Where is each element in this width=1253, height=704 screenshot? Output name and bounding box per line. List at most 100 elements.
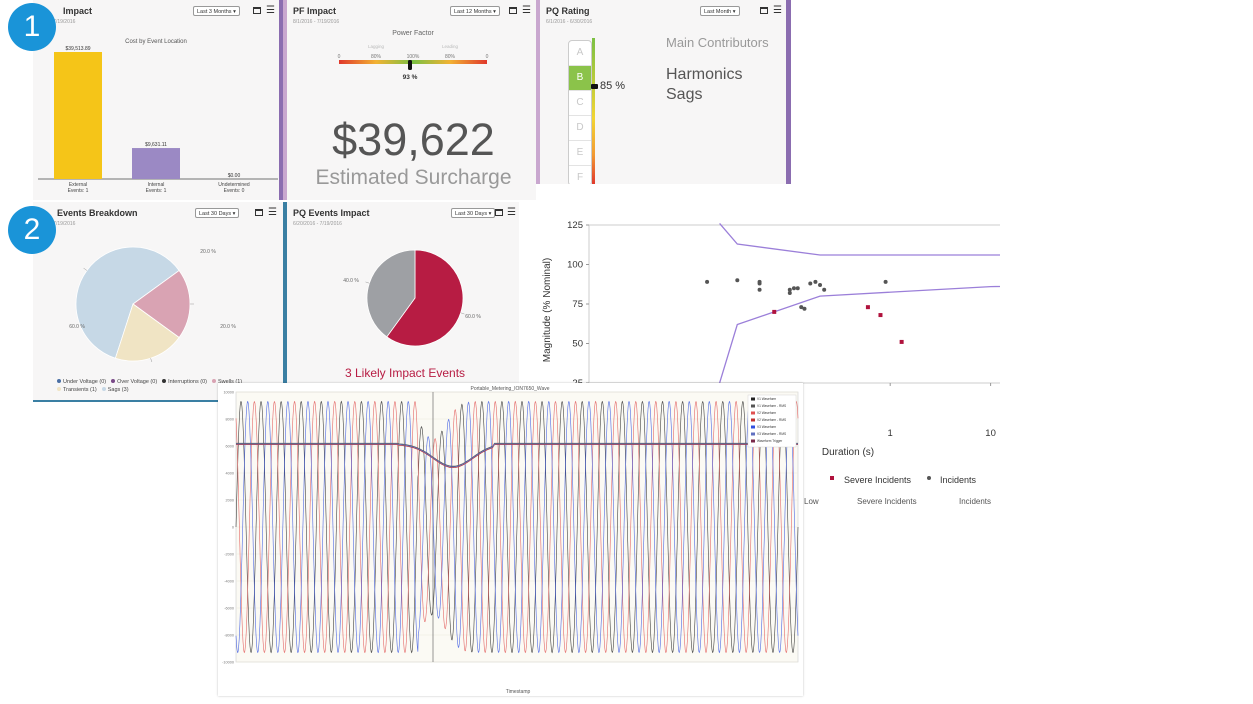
- waveform-legend-swatch: [751, 425, 755, 429]
- legend-severe-marker: [830, 476, 834, 480]
- grade-e: E: [569, 141, 591, 166]
- maximize-icon[interactable]: [495, 209, 503, 216]
- waveform-legend-label: Waveform Trigger: [757, 439, 783, 443]
- legend-dot-icon: [162, 379, 167, 383]
- maximize-icon[interactable]: [253, 7, 261, 14]
- waveform-legend-swatch: [751, 439, 755, 443]
- cost-bar-category-label: Events: 0: [224, 188, 245, 194]
- rating-value: 85 %: [600, 80, 626, 92]
- pq-events-impact-title: PQ Events Impact: [293, 208, 370, 218]
- incident-point: [791, 286, 796, 291]
- legend-item[interactable]: Under Voltage (0): [57, 379, 106, 385]
- waveform-y-tick-label: 8000: [226, 418, 234, 422]
- waveform-y-tick-label: -6000: [224, 607, 234, 611]
- waveform-y-tick-label: -2000: [224, 553, 234, 557]
- menu-icon[interactable]: ☰: [773, 5, 782, 16]
- incident-point: [818, 283, 823, 288]
- surcharge-amount: $39,622: [332, 114, 495, 165]
- grade-b: B: [569, 66, 591, 91]
- events-legend: Under Voltage (0) Over Voltage (0) Interru…: [57, 378, 267, 394]
- incident-point: [822, 287, 827, 292]
- incident-point: [808, 281, 813, 286]
- phase-waveform-line: [235, 400, 799, 654]
- waveform-panel: Portable_Metering_ION7650_Wave Timestamp…: [218, 383, 803, 696]
- severe-incident-point: [772, 309, 777, 314]
- grade-c: C: [569, 91, 591, 116]
- menu-icon[interactable]: ☰: [507, 207, 516, 218]
- pq-events-impact-date: 6/20/2016 - 7/19/2016: [293, 221, 342, 227]
- maximize-icon[interactable]: [255, 209, 263, 216]
- grade-d: D: [569, 116, 591, 141]
- impact-pie-chart: 60.0 % 40.0 %: [343, 249, 481, 347]
- waveform-y-tick-label: -10000: [222, 661, 234, 665]
- menu-icon[interactable]: ☰: [266, 5, 275, 16]
- pq-events-impact-panel: PQ Events Impact 6/20/2016 - 7/19/2016 L…: [283, 202, 519, 386]
- impact-pie-slice: [386, 249, 464, 347]
- gauge-tick: 100%: [407, 54, 420, 60]
- waveform-legend-label: V2 Waveform: [757, 411, 777, 415]
- legend-label: Over Voltage (0): [117, 379, 158, 385]
- waveform-legend-label: V2 Waveform - RMS: [757, 418, 786, 422]
- ghost-legend-severe: Severe Incidents: [857, 497, 917, 506]
- incident-point: [813, 279, 818, 284]
- waveform-y-tick-label: 4000: [226, 472, 234, 476]
- cost-bar-value-label: $9,631.11: [145, 142, 167, 148]
- itic-x-tick-label: 10: [985, 428, 996, 439]
- legend-item[interactable]: Over Voltage (0): [111, 379, 157, 385]
- waveform-y-tick-label: 2000: [226, 499, 234, 503]
- legend-item[interactable]: Sags (3): [101, 387, 129, 393]
- contributors-title: Main Contributors: [666, 35, 769, 50]
- incident-point: [787, 290, 792, 295]
- legend-dot-icon: [111, 379, 116, 383]
- waveform-x-axis-label: Timestamp: [506, 689, 531, 695]
- rating-gradient-bar: [592, 38, 595, 184]
- severe-incident-point: [899, 339, 904, 344]
- power-factor-gauge: Power Factor 0 80% 100% 80% 0 Lagging Le…: [338, 30, 489, 81]
- impact-pie-label-connector: [365, 281, 370, 284]
- contributor-item: Harmonics: [666, 66, 743, 83]
- cost-bar-category-label: External: [69, 182, 87, 188]
- maximize-icon[interactable]: [760, 7, 768, 14]
- contributor-item: Sags: [666, 86, 703, 103]
- itic-curve-chart: Magnitude (% Nominal) Duration (s) Sever…: [542, 220, 1000, 506]
- legend-incident-marker: [927, 476, 931, 480]
- severe-incident-point: [878, 313, 883, 318]
- menu-icon[interactable]: ☰: [268, 207, 277, 218]
- legend-item[interactable]: Interruptions (0): [162, 379, 207, 385]
- itic-y-tick-label: 100: [567, 260, 583, 271]
- ghost-legend-low: Low: [804, 497, 819, 506]
- maximize-icon[interactable]: [509, 7, 517, 14]
- events-pie-label-connector: [83, 267, 88, 271]
- events-pie-chart: 60.0 % 20.0 % 20.0 %: [69, 246, 236, 363]
- cost-bar-category-label: Events: 1: [146, 188, 167, 194]
- itic-y-tick-label: 75: [572, 299, 583, 310]
- waveform-y-tick-label: -8000: [224, 634, 234, 638]
- pq-rating-panel: PQ Rating 6/1/2016 - 6/30/2016 Last Mont…: [536, 0, 791, 184]
- itic-tolerance-curve: [719, 222, 1000, 256]
- pf-range-select[interactable]: Last 12 Months: [450, 6, 500, 16]
- legend-dot-icon: [101, 387, 106, 391]
- legend-severe-label: Severe Incidents: [844, 475, 912, 485]
- cost-bar-category-label: Events: 1: [68, 188, 89, 194]
- legend-item[interactable]: Transients (1): [57, 387, 97, 393]
- legend-item[interactable]: Swells (1): [211, 379, 242, 385]
- waveform-legend-box: [747, 394, 797, 448]
- likely-impact-summary: 3 Likely Impact Events: [344, 366, 466, 380]
- rms-line: [236, 443, 798, 468]
- waveform-legend-label: V3 Waveform: [757, 425, 777, 429]
- itic-x-tick-label: 1: [888, 428, 893, 439]
- waveform-legend-label: V1 Waveform: [757, 397, 777, 401]
- pq-events-range-select[interactable]: Last 30 Days: [451, 208, 496, 218]
- pq-rating-range-select[interactable]: Last Month: [700, 6, 740, 16]
- itic-plot-area: [588, 224, 1000, 384]
- events-pie-value-label: 60.0 %: [69, 324, 85, 330]
- gauge-tick: 0: [486, 54, 489, 60]
- pf-impact-panel: PF Impact 8/1/2016 - 7/19/2016 Last 12 M…: [283, 0, 536, 200]
- menu-icon[interactable]: ☰: [522, 5, 531, 16]
- events-breakdown-range-select[interactable]: Last 30 Days: [195, 208, 240, 218]
- gauge-sublabel-lagging: Lagging: [368, 44, 385, 49]
- events-breakdown-date: ...16 - 7/19/2016: [39, 221, 76, 227]
- pq-rating-date: 6/1/2016 - 6/30/2016: [546, 19, 593, 25]
- impact-range-select[interactable]: Last 3 Months: [193, 6, 240, 16]
